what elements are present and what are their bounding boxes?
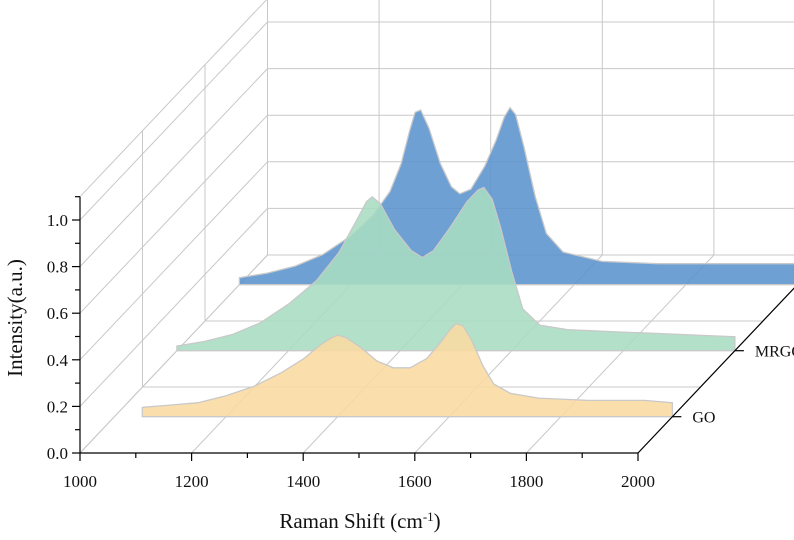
series-label-mrgo: MRGO	[755, 344, 794, 361]
floor-grid-line	[79, 254, 268, 454]
x-tick-label: 1000	[63, 472, 97, 491]
y-tick-label: 0.8	[47, 258, 68, 277]
floor-grid-line	[526, 254, 715, 454]
x-tick-label: 1200	[175, 472, 209, 491]
x-tick-label: 1800	[509, 472, 543, 491]
x-tick-label: 1400	[286, 472, 320, 491]
y-tick-label: 1.0	[47, 211, 68, 230]
y-tick-label: 0.0	[47, 444, 68, 463]
series-label-go: GO	[692, 410, 715, 427]
floor-grid-line	[414, 254, 603, 454]
side-wall-hgrid	[79, 68, 268, 267]
x-axis-title: Raman Shift (cm-1)	[279, 509, 440, 534]
x-tick-label: 1600	[398, 472, 432, 491]
y-tick-label: 0.2	[47, 397, 68, 416]
y-tick-label: 0.4	[47, 351, 69, 370]
axes-layer	[72, 196, 794, 461]
label-layer: 1000 1200 1400 1600 1800 2000 0.0 0.2 0.4 0.6 0.8 1…	[47, 211, 794, 491]
x-tick-label: 2000	[621, 472, 655, 491]
y-tick-label: 0.6	[47, 304, 68, 323]
depth-axis-line	[637, 287, 794, 454]
side-wall-hgrid	[79, 114, 268, 314]
series-layer	[141, 106, 794, 418]
side-wall-hgrid	[79, 0, 267, 198]
series-area-go	[141, 322, 674, 418]
series-area-mrgo	[176, 186, 736, 352]
side-wall-hgrid	[79, 21, 268, 221]
side-wall-hgrid	[79, 208, 268, 407]
side-wall-hgrid	[79, 161, 268, 361]
y-axis-title: Intensity(a.u.)	[3, 259, 27, 377]
